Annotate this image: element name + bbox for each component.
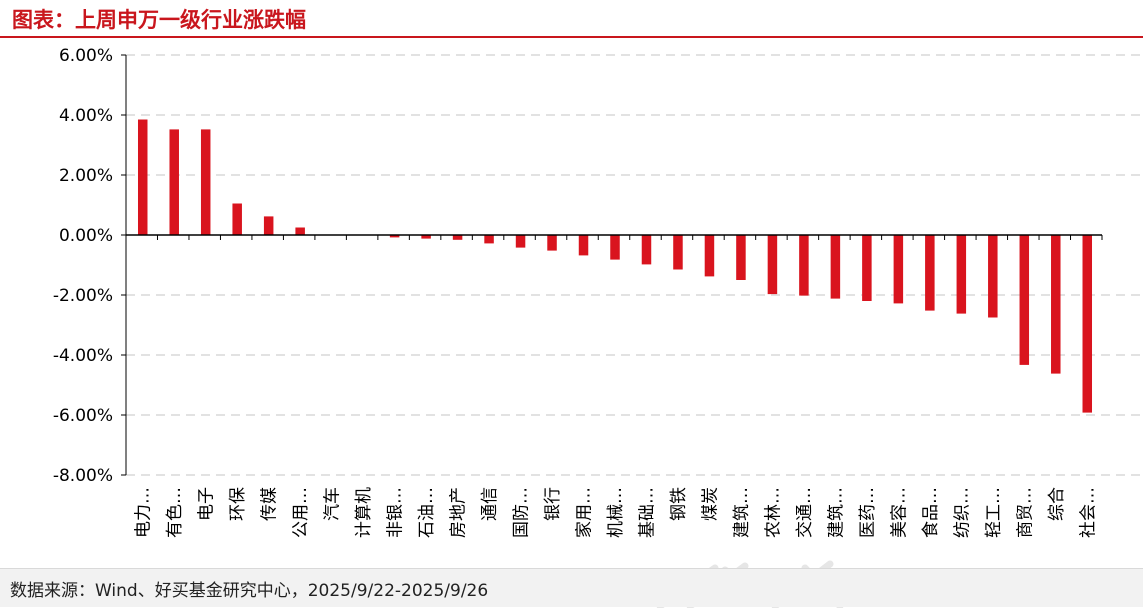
x-category-label: 医药… <box>858 487 878 538</box>
bar <box>232 203 242 235</box>
x-category-label: 非银… <box>386 487 406 538</box>
x-category-label: 机械… <box>606 487 626 538</box>
bar <box>641 235 652 265</box>
x-category-label: 计算机 <box>354 487 374 538</box>
x-category-label: 石油… <box>417 487 437 538</box>
bar <box>673 235 683 270</box>
x-category-label: 交通… <box>795 487 815 538</box>
x-category-label: 农林… <box>763 487 783 538</box>
bar <box>421 235 431 239</box>
x-category-label: 电子 <box>197 487 217 521</box>
bar <box>830 235 841 299</box>
bar <box>200 129 211 235</box>
y-tick-label: -8.00% <box>53 466 113 486</box>
bar <box>389 235 400 238</box>
x-category-label: 商贸… <box>1015 487 1035 538</box>
x-category-label: 煤炭 <box>700 487 720 521</box>
x-category-label: 钢铁 <box>669 487 689 521</box>
x-category-label: 国防… <box>512 487 532 538</box>
y-tick-label: -2.00% <box>53 286 113 306</box>
x-category-label: 公用… <box>291 487 311 538</box>
y-tick-label: 4.00% <box>59 106 113 126</box>
bar <box>988 235 998 318</box>
x-category-label: 传媒 <box>260 487 280 521</box>
bar <box>169 129 179 235</box>
bar <box>925 235 935 311</box>
x-category-label: 房地产 <box>449 487 469 538</box>
y-tick-label: 6.00% <box>59 46 113 66</box>
bar <box>862 235 872 301</box>
bar <box>893 235 904 304</box>
bar <box>1019 235 1030 365</box>
bar <box>1051 235 1061 374</box>
bar <box>263 216 274 235</box>
x-category-label: 食品… <box>921 487 941 538</box>
bar <box>799 235 809 296</box>
x-category-label: 综合 <box>1047 487 1067 521</box>
chart-area: 6.00% 4.00% 2.00% 0.00% -2.00% -4.00% -6.00% -8… <box>0 38 1143 568</box>
x-category-label: 基础… <box>637 487 657 538</box>
x-category-label: 通信 <box>480 487 500 521</box>
x-category-label: 社会… <box>1078 487 1098 538</box>
y-tick-label: -4.00% <box>53 346 113 366</box>
y-tick-label: -6.00% <box>53 406 113 426</box>
bar <box>736 235 746 280</box>
title-bar: 图表：上周申万一级行业涨跌幅 <box>0 0 1143 38</box>
x-category-label: 纺织… <box>952 487 972 538</box>
x-category-label: 环保 <box>228 487 248 521</box>
x-category-label: 银行 <box>543 487 563 521</box>
footer: 数据来源：Wind、好买基金研究中心，2025/9/22-2025/9/26 <box>0 568 1143 607</box>
x-category-label: 有色… <box>165 487 185 538</box>
bar <box>704 235 715 277</box>
bar <box>1082 235 1093 413</box>
bar <box>515 235 526 248</box>
x-category-label: 美容… <box>889 487 909 538</box>
x-category-label: 建筑… <box>732 487 752 538</box>
bar <box>452 235 463 240</box>
x-category-label: 建筑… <box>826 487 846 538</box>
bar-chart: 6.00% 4.00% 2.00% 0.00% -2.00% -4.00% -6.00% -8… <box>53 46 1140 538</box>
y-tick-label: 0.00% <box>59 226 113 246</box>
x-category-label: 电力… <box>134 487 154 538</box>
bar <box>956 235 967 314</box>
bar <box>578 235 589 256</box>
page-title: 图表：上周申万一级行业涨跌幅 <box>12 8 306 32</box>
x-category-label: 汽车 <box>323 487 343 521</box>
x-category-label: 轻工… <box>984 487 1004 538</box>
bar <box>547 235 557 251</box>
x-category-label: 家用… <box>575 487 595 538</box>
bar <box>295 227 305 235</box>
bar <box>484 235 494 244</box>
bar <box>137 119 148 235</box>
bar <box>767 235 778 295</box>
data-source-note: 数据来源：Wind、好买基金研究中心，2025/9/22-2025/9/26 <box>10 581 489 601</box>
bar <box>610 235 620 260</box>
y-tick-label: 2.00% <box>59 166 113 186</box>
